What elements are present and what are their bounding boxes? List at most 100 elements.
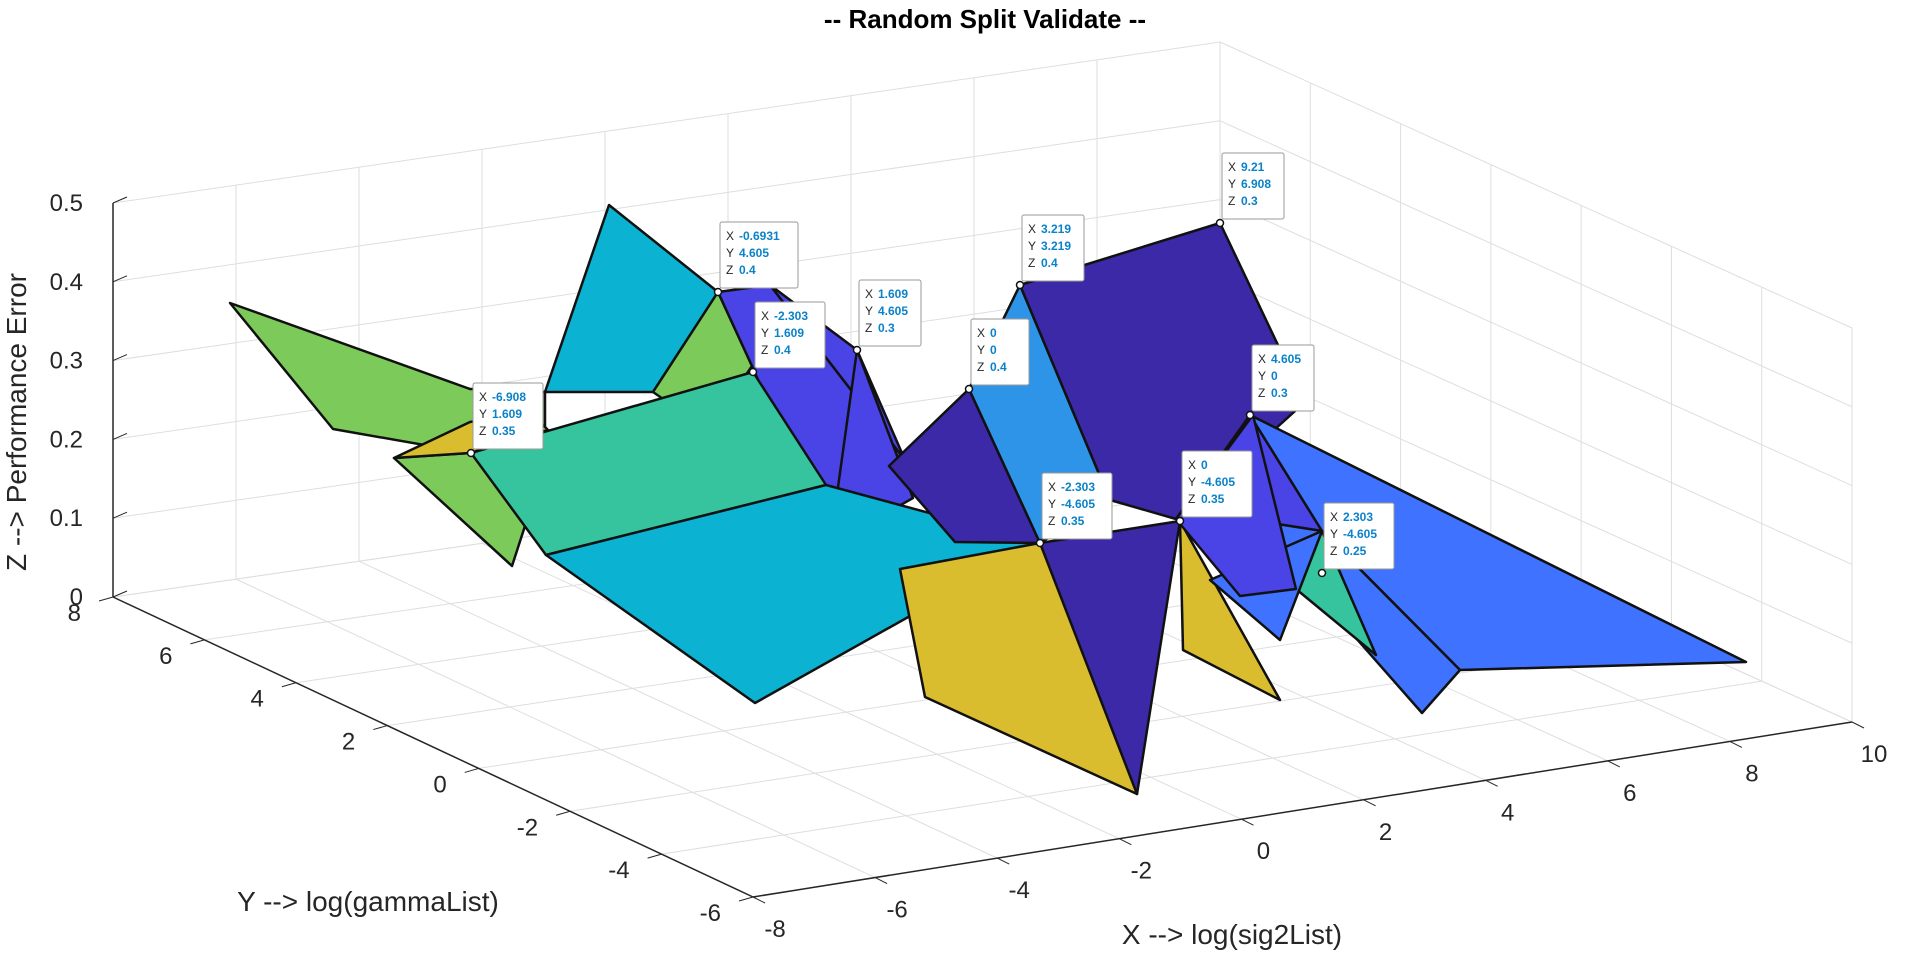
datatip-box	[1221, 152, 1285, 220]
datatip-box	[719, 221, 799, 289]
datatip-key: Y	[1188, 475, 1196, 489]
datatip-key: X	[1330, 510, 1338, 524]
x-tick-mark	[996, 857, 1010, 865]
datatip[interactable]: X -2.303 Y -4.605 Z 0.35	[1035, 472, 1113, 548]
grid-line	[235, 578, 876, 879]
datatip[interactable]: X 3.219 Y 3.219 Z 0.4	[1015, 214, 1085, 290]
y-tick-mark	[738, 896, 754, 902]
datatip-key: Y	[1330, 527, 1338, 541]
datatip-value: 0.3	[1271, 386, 1288, 400]
x-tick-label: 2	[1379, 819, 1392, 846]
x-tick-mark	[1119, 838, 1132, 846]
y-tick-label: 8	[68, 600, 81, 627]
datatip-key: Z	[1228, 194, 1235, 208]
datatip-value: 4.605	[1271, 352, 1301, 366]
axis-ticks: 0 0.1 0.2 0.3 0.4 0.5 -6 -4 -2 0 2 4 6 8 -8 -6 -4 -2 0 2 4 6 8…	[50, 190, 1888, 943]
z-tick-mark	[112, 511, 128, 519]
grid-line	[481, 542, 1120, 840]
datatip-value: 0	[990, 343, 997, 357]
datatip-value: 0.35	[1061, 514, 1085, 528]
datatip-value: 0.25	[1343, 544, 1367, 558]
datatip-box	[858, 279, 922, 347]
datatip-marker	[713, 287, 723, 297]
datatip-value: 9.21	[1241, 160, 1265, 174]
x-tick-mark	[1485, 779, 1498, 787]
datatip-box	[472, 382, 544, 450]
grid-line	[1219, 356, 1853, 644]
datatip-key: Z	[726, 263, 733, 277]
x-tick-label: 10	[1861, 741, 1888, 768]
surface-facet	[898, 541, 1139, 796]
datatip-key: X	[865, 287, 873, 301]
datatip-value: 1.609	[492, 407, 522, 421]
x-tick-mark	[1607, 760, 1621, 768]
datatip-value: 6.908	[1241, 177, 1271, 191]
datatip[interactable]: X -0.6931 Y 4.605 Z 0.4	[713, 221, 799, 297]
datatip-value: 3.219	[1041, 222, 1071, 236]
y-axis-line	[112, 596, 754, 898]
z-tick-label: 0	[70, 584, 83, 611]
datatip-value: -2.303	[774, 309, 808, 323]
y-tick-label: -6	[700, 900, 721, 927]
datatip-marker	[1035, 538, 1045, 548]
datatip[interactable]: X 9.21 Y 6.908 Z 0.3	[1215, 152, 1285, 228]
datatip-value: 0.4	[774, 343, 791, 357]
datatip-value: 0.35	[492, 424, 516, 438]
datatip-key: Y	[977, 343, 985, 357]
datatip-box	[1181, 450, 1253, 518]
datatip[interactable]: X 4.605 Y 0Z 0.3	[1245, 344, 1315, 420]
grid-line	[112, 41, 1221, 204]
datatips[interactable]: X -0.6931 Y 4.605 Z 0.4 X -2.303 Y 1.609 Z 0.4 X 1.60…	[466, 152, 1395, 578]
x-tick-label: 6	[1623, 780, 1636, 807]
datatip-value: -2.303	[1061, 480, 1095, 494]
z-tick-mark	[112, 275, 128, 283]
datatip-key: Y	[726, 246, 734, 260]
datatip-value: -4.605	[1201, 475, 1235, 489]
datatip-marker	[1015, 280, 1025, 290]
x-tick-mark	[1363, 799, 1376, 807]
datatip-key: X	[1228, 160, 1236, 174]
datatip-key: X	[479, 390, 487, 404]
datatip-key: X	[1028, 222, 1036, 236]
z-tick-mark	[112, 354, 128, 362]
datatip[interactable]: X -6.908 Y 1.609 Z 0.35	[466, 382, 544, 458]
datatip-box	[1251, 344, 1315, 412]
surface-facets	[228, 203, 1748, 796]
datatip-key: Z	[761, 343, 768, 357]
datatip-marker	[466, 448, 476, 458]
datatip-key: Z	[1258, 386, 1265, 400]
z-axis-label: Z --> Performance Error	[1, 273, 32, 571]
datatip-key: Z	[1028, 256, 1035, 270]
x-tick-mark	[1241, 818, 1254, 826]
datatip[interactable]: X 2.303 Y -4.605 Z 0.25	[1317, 502, 1395, 578]
y-axis-label: Y --> log(gammaList)	[237, 886, 499, 917]
datatip-key: X	[726, 229, 734, 243]
datatip-value: 3.219	[1041, 239, 1071, 253]
datatip-value: 0.35	[1201, 492, 1225, 506]
datatip-value: -4.605	[1343, 527, 1377, 541]
datatip-value: 4.605	[739, 246, 769, 260]
datatip[interactable]: X 0Y 0Z 0.4	[964, 318, 1030, 394]
datatip-value: 0.3	[1241, 194, 1258, 208]
datatip-marker	[748, 367, 758, 377]
datatip-key: X	[977, 326, 985, 340]
datatip-value: 0.4	[1041, 256, 1058, 270]
y-tick-mark	[373, 725, 388, 731]
grid-line	[1219, 41, 1853, 329]
y-tick-label: -2	[517, 814, 538, 841]
datatip[interactable]: X -2.303 Y 1.609 Z 0.4	[748, 301, 826, 377]
datatip-key: X	[1048, 480, 1056, 494]
datatip-key: Z	[977, 360, 984, 374]
datatip-key: Z	[1330, 544, 1337, 558]
datatip[interactable]: X 1.609 Y 4.605 Z 0.3	[852, 279, 922, 355]
x-tick-label: -4	[1009, 877, 1030, 904]
datatip-value: 1.609	[774, 326, 804, 340]
grid-line	[661, 680, 1762, 855]
z-tick-label: 0.4	[50, 269, 83, 296]
datatip-value: 0.4	[739, 263, 756, 277]
z-tick-mark	[112, 590, 128, 598]
datatip[interactable]: X 0Y -4.605 Z 0.35	[1175, 450, 1253, 526]
datatip-value: 2.303	[1343, 510, 1373, 524]
datatip-marker	[1175, 516, 1185, 526]
